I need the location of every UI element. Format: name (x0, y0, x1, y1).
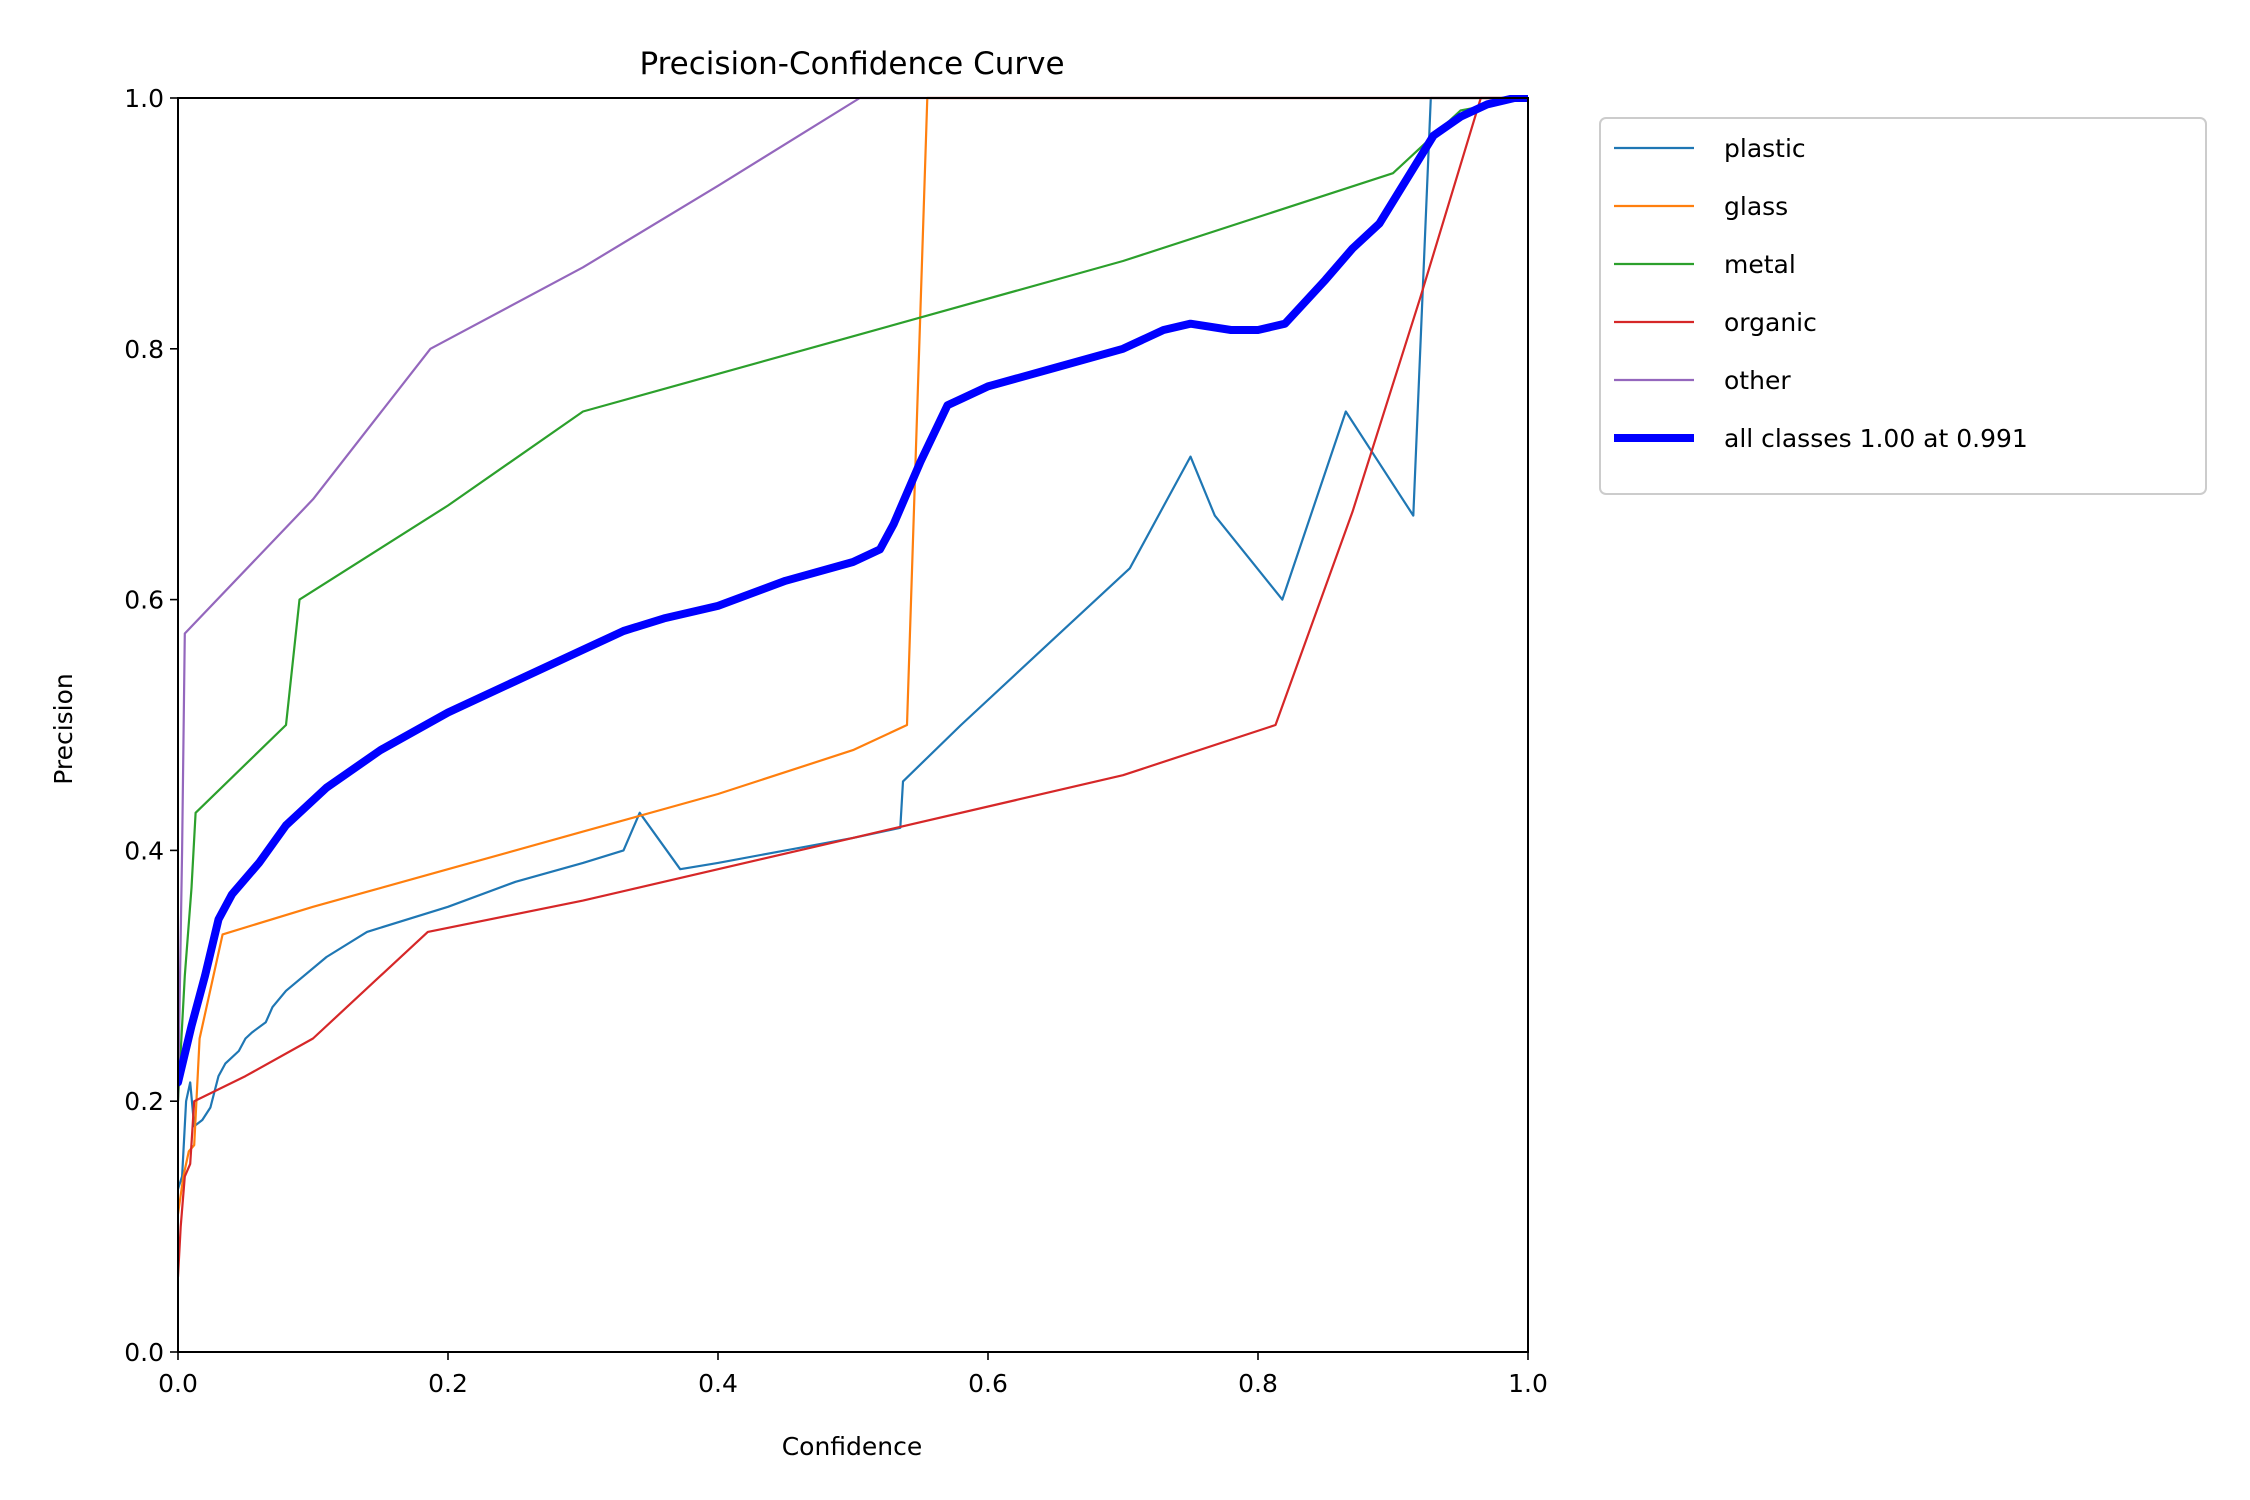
legend: plastic glass metal organic other all classes… (1599, 117, 2207, 495)
x-tick-label: 1.0 (1508, 1369, 1548, 1398)
series-line-0 (178, 96, 1528, 1191)
y-tick-label: 0.6 (124, 586, 164, 615)
x-tick-label: 0.4 (698, 1369, 738, 1398)
x-tick-label: 0.6 (968, 1369, 1008, 1398)
series-line-5 (178, 95, 1528, 1087)
legend-box (1599, 117, 2207, 495)
legend-label: other (1724, 366, 1791, 395)
legend-label: all classes 1.00 at 0.991 (1724, 424, 2028, 453)
x-tick-label: 0.0 (158, 1369, 198, 1398)
series-line-2 (178, 96, 1528, 1103)
axes-frame (177, 97, 1529, 1353)
y-tick-label: 0.2 (124, 1087, 164, 1116)
legend-label: organic (1724, 308, 1817, 337)
x-tick-label: 0.8 (1238, 1369, 1278, 1398)
x-axis-label: Confidence (782, 1432, 923, 1461)
legend-label: plastic (1724, 134, 1806, 163)
series-line-3 (178, 96, 1528, 1278)
legend-label: metal (1724, 250, 1796, 279)
y-tick-label: 1.0 (124, 84, 164, 113)
y-tick-label: 0.8 (124, 335, 164, 364)
series-line-4 (178, 96, 1528, 1103)
axes: 0.0 0.2 0.4 0.6 0.8 1.0 0.0 0.2 0.4 0.6 0.8 1.0 (124, 84, 1548, 1398)
x-tick-label: 0.2 (428, 1369, 468, 1398)
legend-label: glass (1724, 192, 1788, 221)
series-line-1 (178, 96, 1528, 1216)
chart-title: Precision-Confidence Curve (639, 46, 1064, 82)
y-axis-label: Precision (49, 673, 78, 785)
plot-area (178, 95, 1528, 1278)
y-tick-label: 0.0 (124, 1338, 164, 1367)
y-tick-label: 0.4 (124, 836, 164, 865)
